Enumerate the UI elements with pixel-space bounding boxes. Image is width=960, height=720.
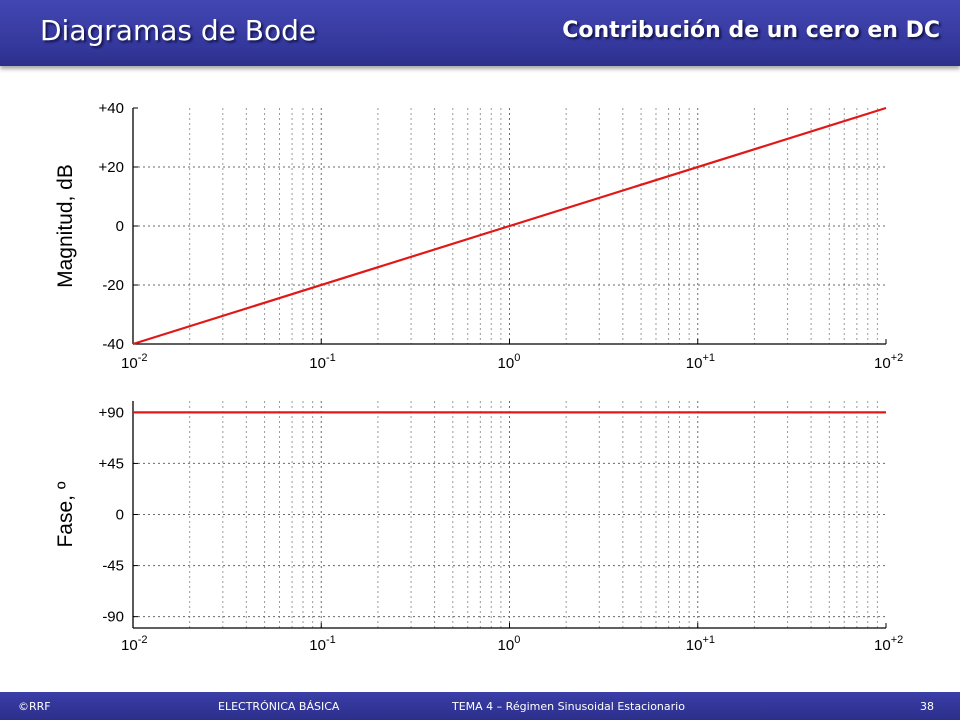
footer-copyright: ©RRF xyxy=(18,700,51,713)
magnitude-y-tick-label: -40 xyxy=(102,336,124,353)
phase-chart: +90 +45 0 -45 -90 10-2 10-1 100 10+1 10+2 Fase, º xyxy=(54,401,903,654)
footer-course: ELECTRÓNICA BÁSICA xyxy=(218,700,340,713)
magnitude-x-tick-label: 10+1 xyxy=(686,352,715,372)
magnitude-y-tick-label: +20 xyxy=(99,159,124,176)
slide-header: Diagramas de Bode Contribución de un cer… xyxy=(0,0,960,66)
phase-x-tick-label: 10-2 xyxy=(121,634,147,654)
phase-y-tick-label: +90 xyxy=(99,404,124,421)
phase-x-tick-label: 10-1 xyxy=(309,634,335,654)
magnitude-series-line xyxy=(132,106,887,346)
slide-footer: ©RRF ELECTRÓNICA BÁSICA TEMA 4 – Régimen… xyxy=(0,692,960,720)
magnitude-x-tick-label: 100 xyxy=(498,352,521,372)
slide-title: Diagramas de Bode xyxy=(40,14,317,47)
magnitude-x-tick-label: 10+2 xyxy=(874,352,903,372)
phase-x-tick-label: 100 xyxy=(498,634,521,654)
magnitude-x-tick-label: 10-1 xyxy=(309,352,335,372)
magnitude-y-tick-label: +40 xyxy=(99,100,124,117)
magnitude-x-tick-label: 10-2 xyxy=(121,352,147,372)
phase-y-axis-label: Fase, º xyxy=(54,481,77,547)
phase-y-tick-label: -90 xyxy=(102,609,124,626)
footer-topic: TEMA 4 – Régimen Sinusoidal Estacionario xyxy=(452,700,685,713)
phase-x-tick-label: 10+1 xyxy=(686,634,715,654)
magnitude-y-tick-label: -20 xyxy=(102,277,124,294)
phase-y-tick-label: -45 xyxy=(102,558,124,575)
phase-y-tick-label: +45 xyxy=(99,455,124,472)
magnitude-y-axis-label: Magnitud, dB xyxy=(54,164,77,288)
phase-x-tick-label: 10+2 xyxy=(874,634,903,654)
phase-y-tick-label: 0 xyxy=(116,507,124,524)
footer-page-number: 38 xyxy=(920,700,934,713)
slide-subtitle: Contribución de un cero en DC xyxy=(562,18,940,43)
magnitude-y-tick-label: 0 xyxy=(116,218,124,235)
